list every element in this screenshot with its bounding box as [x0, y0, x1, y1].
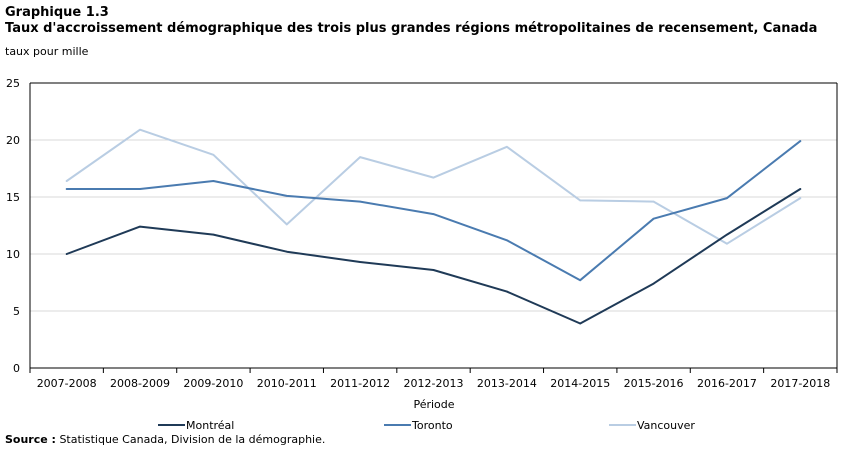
data-point-vancouver [65, 180, 68, 182]
x-axis-title: Période [413, 398, 454, 411]
data-point-montreal [799, 188, 802, 190]
data-point-vancouver [652, 200, 655, 203]
y-tick-label: 15 [6, 191, 20, 204]
data-point-vancouver [212, 154, 215, 156]
data-point-vancouver [359, 156, 361, 158]
data-point-toronto [652, 217, 655, 220]
data-point-toronto [726, 197, 728, 199]
chart-number: Graphique 1.3 [5, 5, 109, 20]
data-point-vancouver [799, 197, 802, 199]
axes: 0 5 10 15 20 25 2007-2008 2008-2009 2009-2010 201… [6, 77, 838, 390]
source-note: Source : Statistique Canada, Division de… [5, 433, 325, 446]
x-tick-label: 2010-2011 [257, 377, 317, 390]
x-tick-label: 2014-2015 [550, 377, 610, 390]
x-tick-label: 2013-2014 [477, 377, 537, 390]
y-tick-label: 25 [6, 77, 20, 90]
data-point-montreal [726, 233, 728, 236]
legend-label-toronto: Toronto [411, 419, 453, 432]
x-tick-label: 2008-2009 [110, 377, 170, 390]
data-point-toronto [65, 188, 68, 190]
data-point-montreal [285, 250, 288, 253]
x-tick-label: 2012-2013 [404, 377, 464, 390]
data-point-toronto [432, 213, 435, 215]
y-axis-unit-label: taux pour mille [5, 45, 89, 58]
series [65, 128, 802, 325]
y-tick-label: 10 [6, 248, 20, 261]
x-tick-label: 2011-2012 [330, 377, 390, 390]
data-point-toronto [799, 140, 802, 142]
x-tick-label: 2015-2016 [624, 377, 684, 390]
legend-label-vancouver: Vancouver [637, 419, 695, 432]
data-point-montreal [579, 322, 582, 325]
y-tick-label: 5 [13, 305, 20, 318]
data-point-vancouver [579, 199, 582, 202]
y-tick-label: 20 [6, 134, 20, 147]
source-label: Source : [5, 433, 56, 446]
x-tick-label: 2009-2010 [183, 377, 243, 390]
data-point-montreal [652, 282, 655, 285]
data-point-montreal [139, 225, 141, 228]
source-text: Statistique Canada, Division de la démog… [55, 433, 326, 446]
data-point-toronto [579, 279, 582, 282]
data-point-vancouver [285, 223, 288, 226]
data-point-toronto [359, 200, 361, 203]
grid [30, 82, 837, 312]
data-point-toronto [212, 180, 215, 182]
data-point-vancouver [506, 146, 508, 148]
data-point-montreal [506, 290, 508, 293]
data-point-toronto [139, 188, 141, 190]
data-point-montreal [359, 261, 361, 263]
chart-title: Taux d'accroissement démographique des t… [5, 21, 818, 36]
legend: Montréal Toronto Vancouver [158, 419, 695, 432]
data-point-montreal [212, 233, 215, 236]
data-point-vancouver [726, 242, 728, 245]
data-point-toronto [506, 239, 508, 242]
data-point-vancouver [432, 176, 435, 179]
data-point-vancouver [139, 128, 141, 131]
data-point-montreal [65, 253, 68, 255]
series-line-vancouver [65, 128, 802, 245]
data-point-toronto [285, 195, 288, 197]
y-tick-label: 0 [13, 362, 20, 375]
legend-label-montreal: Montréal [186, 419, 234, 432]
data-point-montreal [432, 269, 435, 271]
x-tick-label: 2017-2018 [770, 377, 830, 390]
x-tick-label: 2007-2008 [37, 377, 97, 390]
x-tick-label: 2016-2017 [697, 377, 757, 390]
